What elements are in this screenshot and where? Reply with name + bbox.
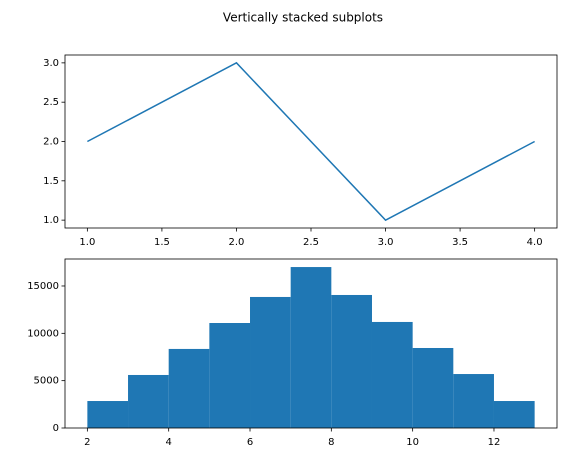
bar: [412, 347, 454, 428]
x-tick-label: 1.0: [79, 237, 95, 248]
x-tick-label: 2.5: [303, 237, 319, 248]
x-tick-label: 2: [84, 437, 90, 448]
bar: [290, 267, 332, 428]
y-tick-label: 10000: [27, 328, 59, 339]
x-tick-label: 3.0: [378, 237, 394, 248]
x-tick-label: 6: [247, 437, 253, 448]
y-tick-label: 5000: [34, 376, 59, 387]
figure-title: Vertically stacked subplots: [223, 11, 383, 25]
bar: [87, 401, 129, 428]
bar: [331, 294, 372, 428]
y-tick-label: 1.5: [43, 176, 59, 187]
bar: [128, 374, 169, 428]
y-tick-label: 2.0: [43, 137, 59, 148]
bar: [168, 348, 210, 428]
x-tick-label: 1.5: [154, 237, 170, 248]
x-tick-label: 4: [165, 437, 171, 448]
line: [87, 61, 535, 222]
bar: [209, 323, 251, 428]
bar: [493, 401, 535, 428]
x-tick-label: 3.5: [452, 237, 468, 248]
y-tick-label: 1.0: [43, 215, 59, 226]
y-tick-label: 3.0: [43, 58, 59, 69]
bar: [250, 296, 291, 428]
bar: [371, 321, 413, 428]
x-tick-label: 2.0: [229, 237, 245, 248]
x-tick-label: 4.0: [527, 237, 543, 248]
y-tick-label: 15000: [27, 281, 59, 292]
bar: [453, 374, 494, 428]
axes-frame: [64, 258, 558, 429]
x-tick-label: 10: [406, 437, 419, 448]
x-tick-label: 8: [328, 437, 334, 448]
y-tick-label: 2.5: [43, 97, 59, 108]
x-tick-label: 12: [488, 437, 501, 448]
y-tick-label: 0: [53, 423, 59, 434]
